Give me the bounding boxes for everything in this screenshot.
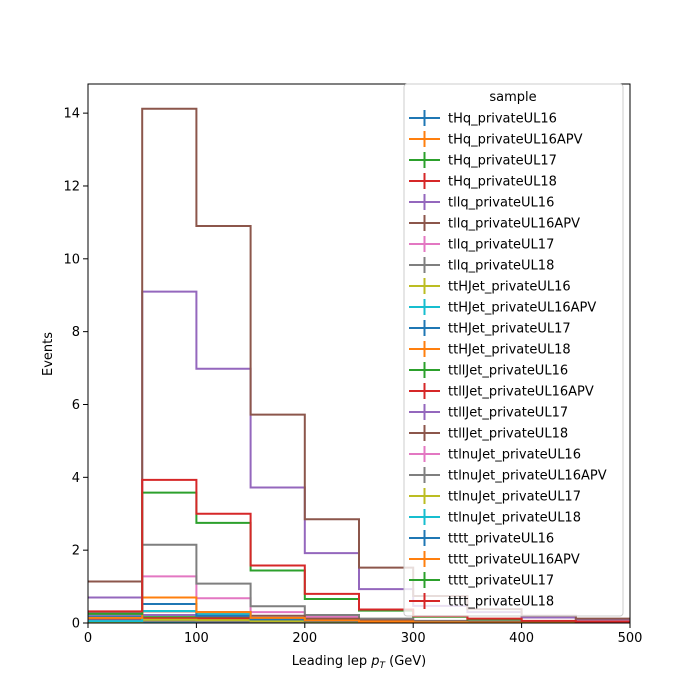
legend-entry: ttHJet_privateUL16APV: [409, 299, 596, 316]
legend-label: ttllJet_privateUL17: [448, 406, 568, 421]
x-tick-label: 500: [618, 631, 643, 646]
legend-label: tttt_privateUL16: [448, 532, 554, 547]
series-line-tttt_privateUL18: [88, 478, 630, 623]
legend-label: ttllJet_privateUL16: [448, 364, 568, 379]
legend-label: ttlnuJet_privateUL18: [448, 511, 581, 526]
legend-entry: ttlnuJet_privateUL18: [409, 509, 581, 526]
legend-entry: tttt_privateUL18: [409, 593, 554, 610]
legend-label: tllq_privateUL17: [448, 238, 554, 253]
legend-title: sample: [489, 90, 536, 105]
y-axis-title: Events: [41, 332, 56, 376]
legend-frame: [403, 83, 624, 617]
legend-label: ttlnuJet_privateUL16: [448, 448, 581, 463]
legend-entry: ttHJet_privateUL17: [409, 320, 571, 337]
legend-entry: tHq_privateUL18: [409, 173, 557, 190]
legend-label: ttHJet_privateUL16APV: [448, 301, 596, 316]
legend-label: tllq_privateUL16: [448, 196, 554, 211]
legend-entry: tllq_privateUL18: [409, 257, 554, 274]
x-tick-label: 200: [292, 631, 317, 646]
legend-entry: tHq_privateUL16: [409, 110, 557, 127]
x-tick-label: 300: [401, 631, 426, 646]
y-tick-label: 6: [72, 398, 80, 413]
legend-label: ttllJet_privateUL16APV: [448, 385, 594, 400]
y-tick-label: 10: [63, 252, 80, 267]
legend-entry: ttllJet_privateUL18: [409, 425, 568, 442]
legend-label: ttHJet_privateUL18: [448, 343, 571, 358]
legend-label: ttHJet_privateUL16: [448, 280, 571, 295]
y-axis-ticks: 0 2 4 6 8 10 12 14: [63, 107, 88, 632]
legend-label: tHq_privateUL16APV: [448, 133, 583, 148]
legend-label: ttHJet_privateUL17: [448, 322, 571, 337]
legend-entry: tHq_privateUL17: [409, 152, 557, 169]
legend-label: ttlnuJet_privateUL16APV: [448, 469, 607, 484]
legend: sample tHq_privateUL16 tHq_privateUL16APV…: [403, 83, 624, 617]
x-tick-label: 100: [184, 631, 209, 646]
legend-entry: tllq_privateUL16APV: [409, 215, 580, 232]
legend-entry: ttllJet_privateUL16APV: [409, 383, 594, 400]
x-axis-ticks: 0 100 200 300 400 500: [84, 623, 643, 646]
legend-entry: tttt_privateUL16: [409, 530, 554, 547]
y-tick-label: 14: [63, 107, 80, 122]
y-tick-label: 8: [72, 325, 80, 340]
legend-entry: ttHJet_privateUL16: [409, 278, 571, 295]
legend-entry: ttllJet_privateUL17: [409, 404, 568, 421]
y-tick-label: 4: [72, 471, 80, 486]
x-axis-title: Leading lep pT (GeV): [292, 654, 426, 671]
y-tick-label: 12: [63, 179, 80, 194]
legend-label: tHq_privateUL16: [448, 112, 557, 127]
legend-label: tttt_privateUL18: [448, 595, 554, 610]
y-tick-label: 2: [72, 544, 80, 559]
legend-entry: tHq_privateUL16APV: [409, 131, 583, 148]
legend-label: tHq_privateUL18: [448, 175, 557, 190]
legend-entry: tllq_privateUL16: [409, 194, 554, 211]
legend-label: tHq_privateUL17: [448, 154, 557, 169]
legend-label: tttt_privateUL17: [448, 574, 554, 589]
x-tick-label: 0: [84, 631, 92, 646]
plot-area: [87, 83, 631, 624]
legend-entry: tttt_privateUL16APV: [409, 551, 580, 568]
legend-label: tttt_privateUL16APV: [448, 553, 580, 568]
legend-entry: ttlnuJet_privateUL16APV: [409, 467, 607, 484]
y-tick-label: 0: [72, 617, 80, 632]
legend-label: tllq_privateUL16APV: [448, 217, 580, 232]
legend-items: tHq_privateUL16 tHq_privateUL16APV tHq_pri…: [409, 110, 607, 610]
legend-entry: tllq_privateUL17: [409, 236, 554, 253]
legend-label: ttllJet_privateUL18: [448, 427, 568, 442]
legend-entry: ttHJet_privateUL18: [409, 341, 571, 358]
legend-entry: ttlnuJet_privateUL17: [409, 488, 581, 505]
legend-entry: ttlnuJet_privateUL16: [409, 446, 581, 463]
legend-label: tllq_privateUL18: [448, 259, 554, 274]
axes-frame: [87, 83, 631, 624]
legend-entry: tttt_privateUL17: [409, 572, 554, 589]
legend-label: ttlnuJet_privateUL17: [448, 490, 581, 505]
x-tick-label: 400: [509, 631, 534, 646]
legend-entry: ttllJet_privateUL16: [409, 362, 568, 379]
